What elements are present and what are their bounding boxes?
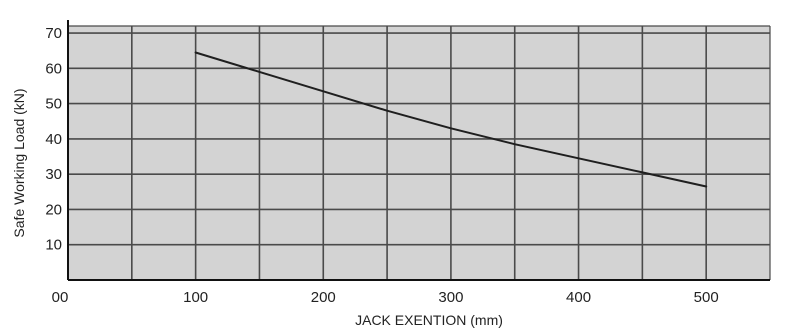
y-tick-label-20: 20 [45,201,62,218]
x-tick-label-200: 200 [311,289,336,306]
x-tick-label-300: 300 [438,289,463,306]
grid-lines [68,25,771,280]
y-axis-title: Safe Working Load (kN) [11,88,27,237]
x-tick-label-500: 500 [694,289,719,306]
axes [67,20,770,281]
x-tick-label-00: 00 [52,289,69,306]
series-line-0 [194,51,708,188]
plot-area [68,26,770,280]
y-tick-label-10: 10 [45,237,62,254]
y-tick-label-30: 30 [45,166,62,183]
tick-labels: 10 20 30 40 50 60 70 00 100 200 300 400 500 [45,25,718,306]
y-tick-label-50: 50 [45,96,62,113]
x-tick-label-400: 400 [566,289,591,306]
series-layer [194,51,708,188]
x-axis-title: JACK EXENTION (mm) [355,312,503,328]
y-tick-label-70: 70 [45,25,62,42]
y-tick-label-60: 60 [45,60,62,77]
y-tick-label-40: 40 [45,131,62,148]
x-tick-label-100: 100 [183,289,208,306]
